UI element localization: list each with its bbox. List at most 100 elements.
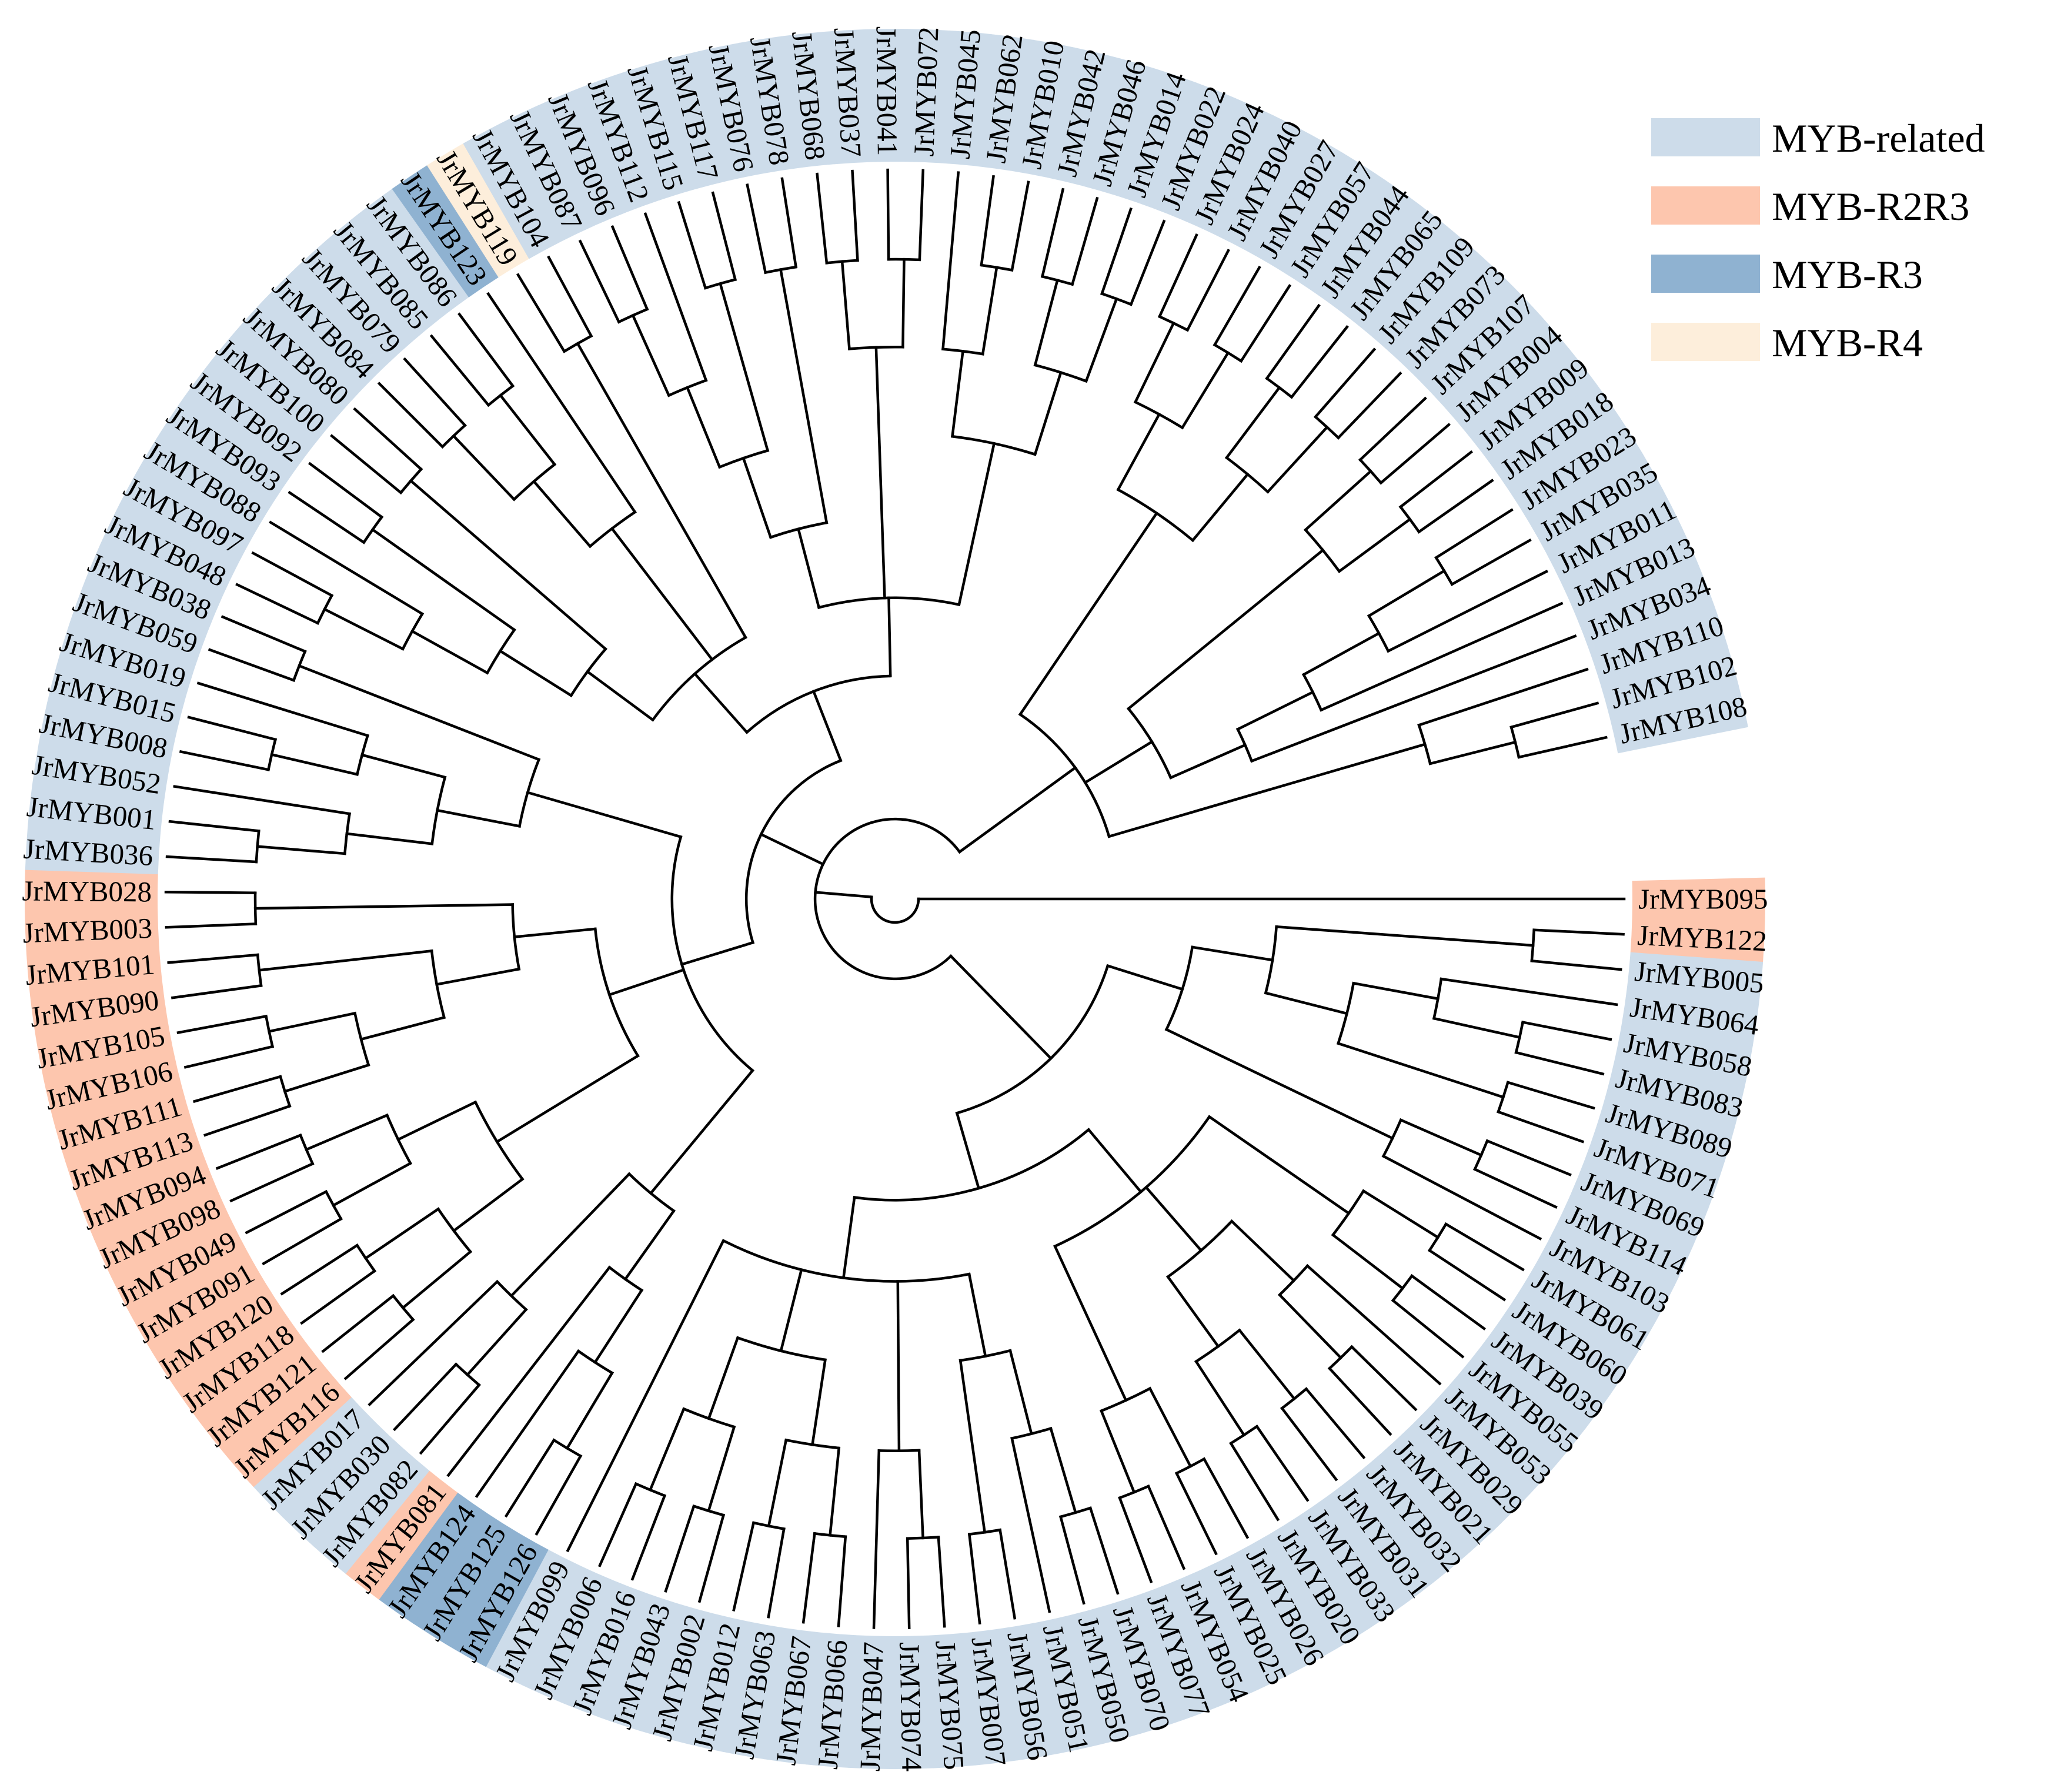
clade-arc: [253, 891, 258, 925]
leaf-branch: [516, 273, 566, 353]
clade-arc: [1194, 1328, 1242, 1363]
clade-arc: [1427, 1222, 1448, 1252]
leaf-branch: [746, 183, 767, 275]
clade-arc: [1331, 1189, 1365, 1237]
leaf-branch: [429, 334, 490, 407]
group-band-r2r3: [25, 910, 159, 955]
leaf-branch: [269, 520, 425, 616]
clade-arc: [255, 829, 260, 864]
leaf-branch: [321, 1293, 395, 1353]
leaf-branch: [1319, 601, 1564, 712]
group-band-related: [682, 1613, 750, 1752]
tree-branches: [164, 168, 1626, 1630]
leaf-branch: [504, 1438, 556, 1518]
leaf-branch: [229, 1162, 315, 1203]
internal-branch: [693, 671, 749, 734]
group-band-related: [1584, 1127, 1723, 1209]
group-band-r2r3: [30, 981, 168, 1038]
group-band-related: [161, 396, 293, 503]
group-band-related: [139, 431, 273, 534]
clade-arc: [1213, 343, 1243, 363]
internal-branch: [811, 690, 843, 763]
internal-branch: [322, 607, 405, 651]
clade-arc: [486, 384, 515, 407]
group-band-related: [963, 1629, 1018, 1766]
leaf-branch: [1157, 233, 1198, 319]
group-band-related: [905, 29, 950, 163]
group-band-related: [1466, 349, 1596, 462]
clade-arc: [1164, 945, 1194, 1032]
internal-branch: [841, 1196, 856, 1280]
internal-branch: [513, 927, 597, 939]
leaf-branch: [203, 1104, 292, 1137]
leaf-label-jrmyb047: JrMYB047: [853, 1641, 889, 1772]
group-band-related: [25, 827, 161, 875]
internal-branch: [1144, 1185, 1203, 1253]
internal-branch: [1018, 511, 1159, 717]
internal-branch: [498, 393, 557, 467]
group-band-related: [1392, 257, 1514, 380]
group-band-related: [1033, 1615, 1100, 1754]
internal-branch: [1008, 1349, 1033, 1436]
group-band-related: [764, 1627, 821, 1765]
internal-branch: [305, 1113, 389, 1152]
internal-branch: [958, 1359, 987, 1534]
group-band-related: [941, 30, 992, 166]
group-band-r2r3: [43, 1051, 182, 1121]
group-band-related: [1183, 98, 1274, 236]
internal-branch: [719, 282, 770, 453]
internal-branch: [955, 1111, 981, 1190]
legend: MYB-related MYB-R2R3 MYB-R3 MYB-R4: [1651, 116, 1985, 365]
internal-branch: [967, 1272, 987, 1358]
leaf-branch: [998, 1528, 1017, 1620]
group-band-related: [976, 34, 1034, 172]
clade-arc: [1116, 487, 1195, 543]
leaf-branch: [419, 1383, 481, 1455]
group-band-related: [1103, 1595, 1181, 1734]
group-band-related: [1501, 1289, 1634, 1395]
leaf-branch: [1391, 1298, 1465, 1359]
group-band-related: [641, 1604, 715, 1743]
leaf-label-jrmyb003: JrMYB003: [22, 912, 153, 950]
internal-branch: [565, 1371, 614, 1450]
clade-arc: [1367, 614, 1390, 653]
clade-arc: [517, 758, 541, 828]
group-band-related: [823, 29, 870, 165]
group-band-r2r3: [26, 945, 162, 997]
leaf-branch: [1485, 1139, 1572, 1176]
internal-branch: [359, 1015, 446, 1041]
internal-branch: [767, 1438, 788, 1528]
clade-arc: [1473, 1139, 1489, 1171]
group-band-related: [1488, 382, 1620, 491]
leaf-branch: [1290, 325, 1349, 399]
group-band-related: [616, 62, 694, 200]
leaf-branch: [1381, 1154, 1542, 1241]
group-band-related: [1508, 416, 1642, 521]
leaf-branch: [262, 1217, 343, 1266]
internal-branch: [1116, 412, 1161, 492]
internal-branch: [1191, 945, 1274, 962]
leaf-branch: [308, 462, 384, 519]
internal-branch: [1224, 386, 1281, 460]
group-band-related: [84, 542, 222, 631]
internal-branch: [452, 434, 516, 502]
leaf-branch: [1350, 1345, 1418, 1412]
leaf-branch: [1417, 667, 1589, 727]
leaf-branch: [173, 785, 352, 815]
group-band-r2r3: [175, 1313, 306, 1423]
internal-branch: [1331, 1233, 1405, 1290]
internal-branch: [887, 596, 892, 678]
clade-arc: [485, 628, 516, 675]
leaf-branch: [353, 407, 423, 472]
group-band-related: [294, 240, 413, 366]
group-band-related: [890, 1635, 934, 1769]
clade-arc: [1235, 727, 1254, 763]
clade-arc: [430, 949, 446, 1019]
clade-arc: [670, 835, 755, 1073]
internal-branch: [810, 1358, 827, 1446]
leaf-branch: [343, 1318, 415, 1380]
internal-branch: [1336, 1041, 1505, 1099]
group-band-r2r3: [152, 1282, 285, 1388]
leaf-branch: [1530, 959, 1622, 971]
internal-branch: [1264, 991, 1349, 1015]
